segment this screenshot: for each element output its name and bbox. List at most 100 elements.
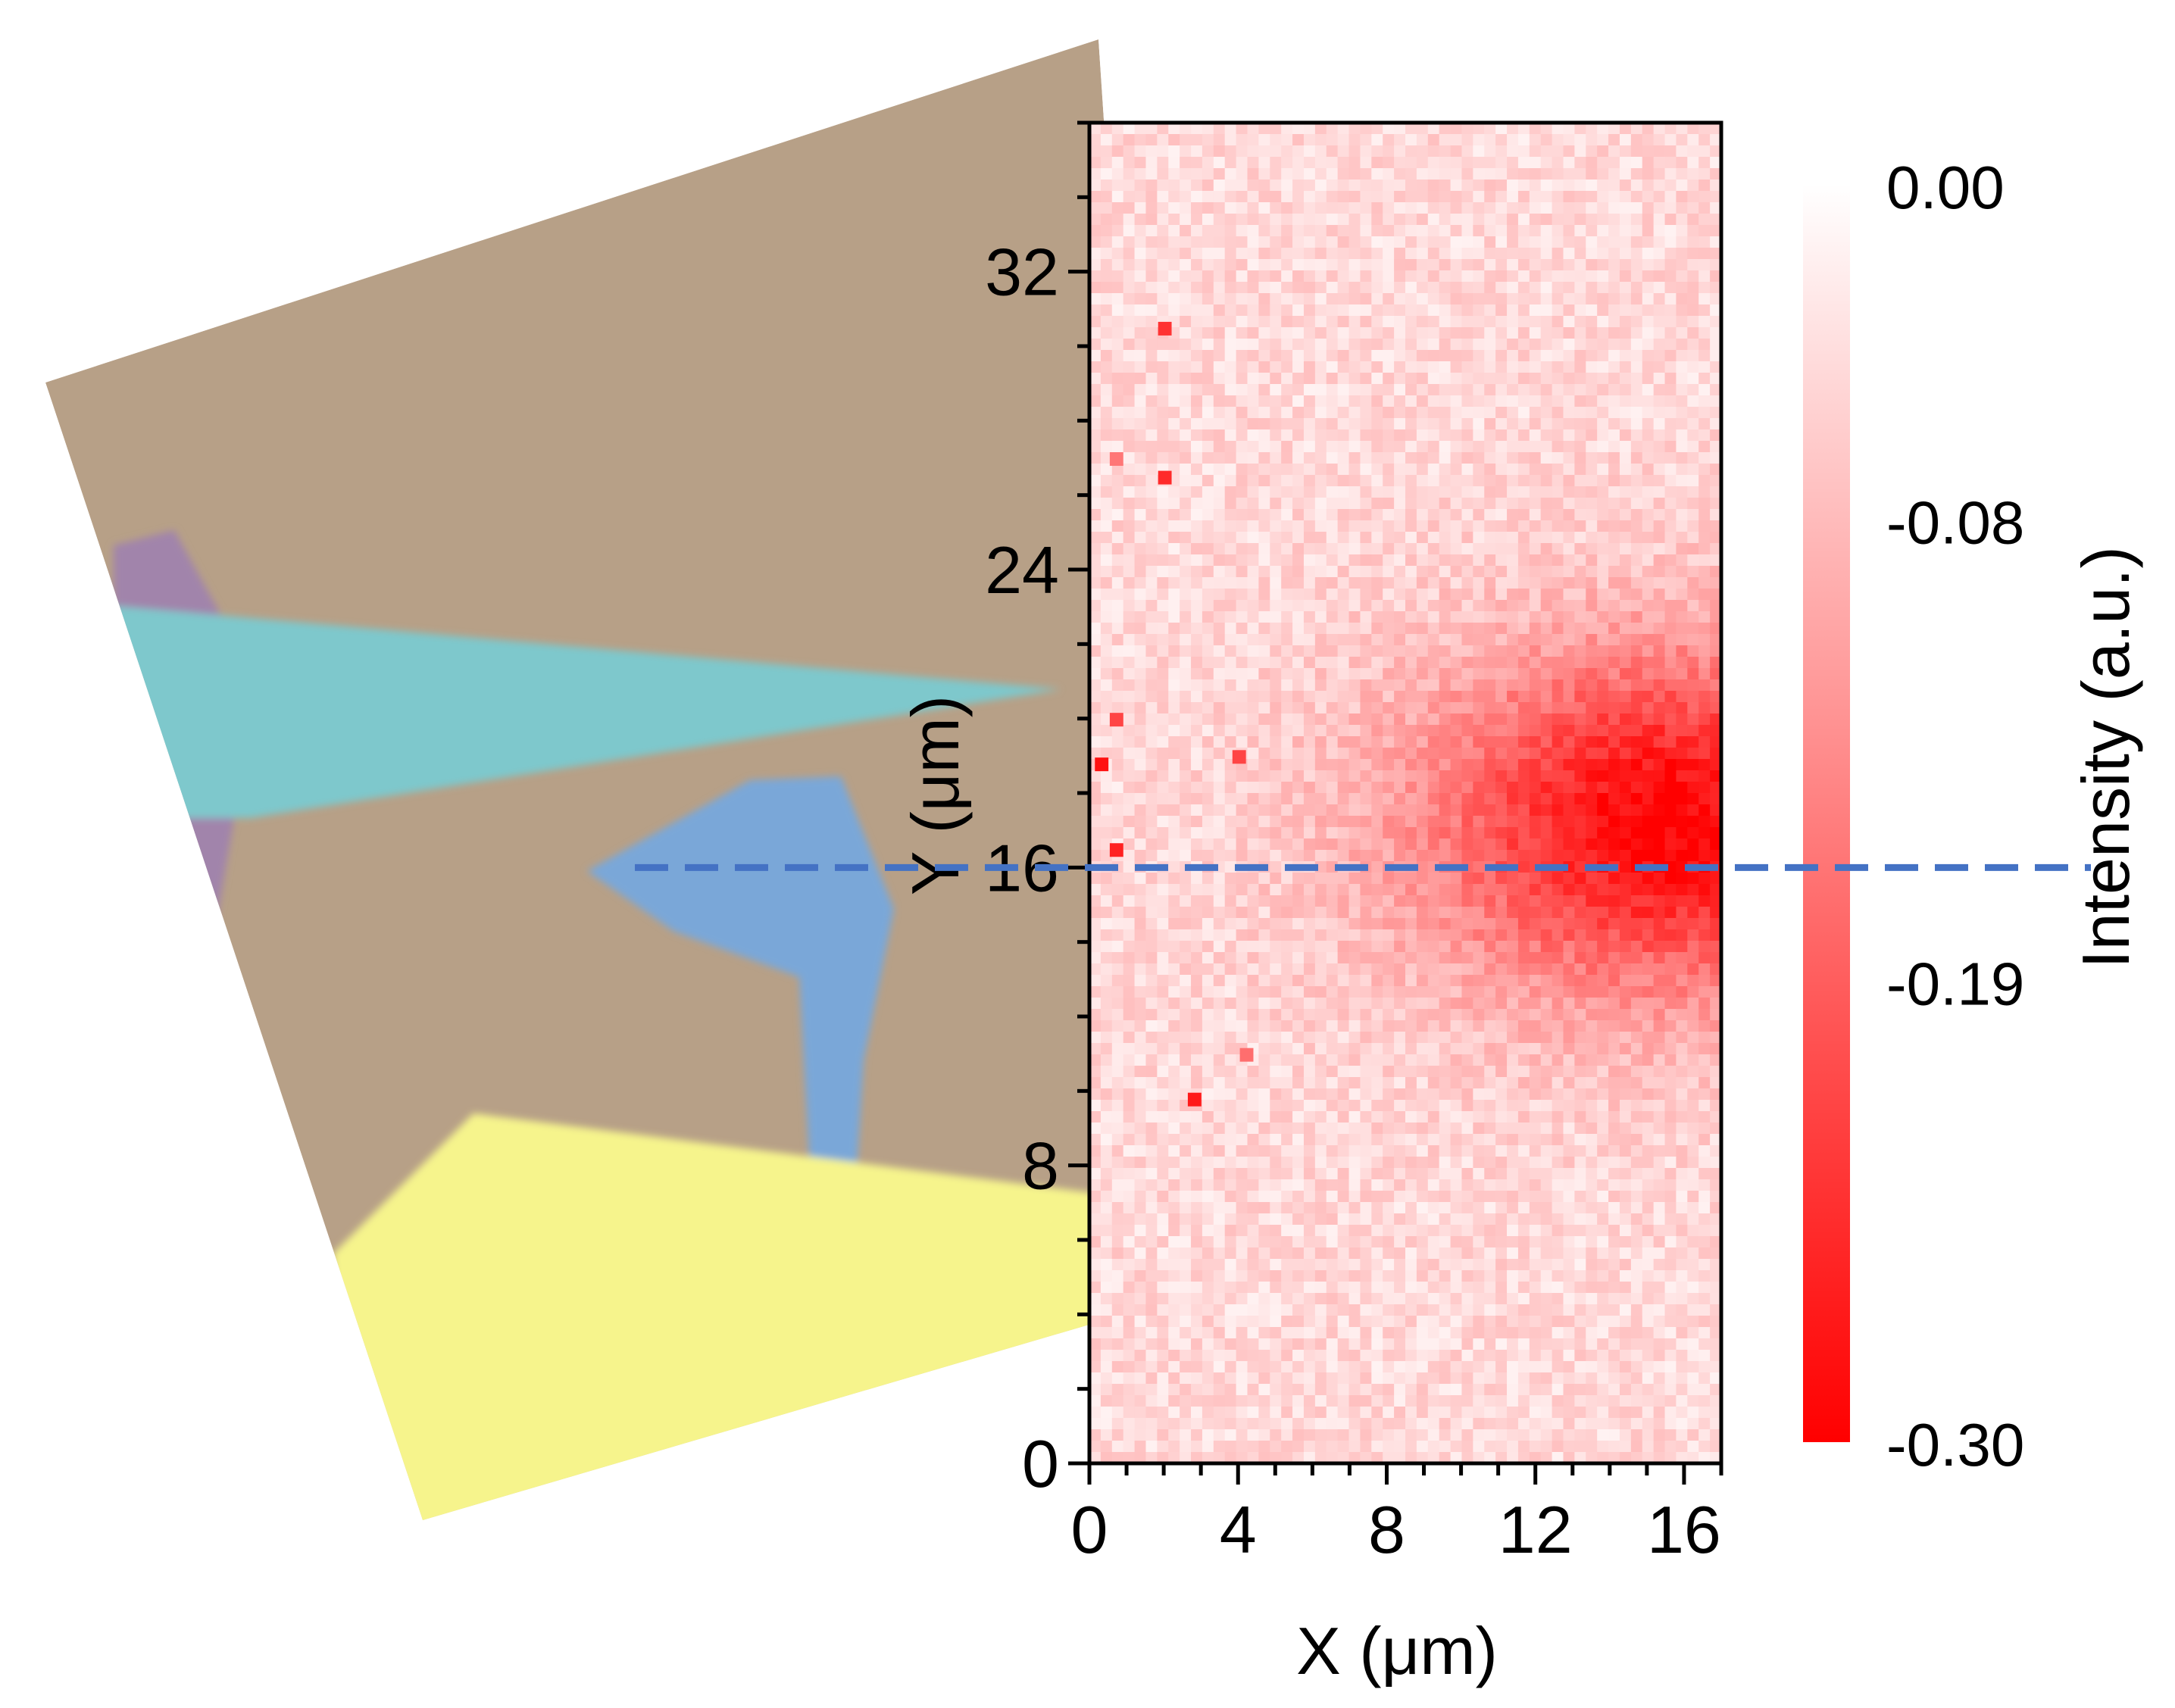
heatmap-cell [1326, 1043, 1339, 1055]
heatmap-cell [1247, 157, 1259, 169]
heatmap-cell [1563, 941, 1575, 953]
heatmap-cell [1236, 566, 1248, 578]
heatmap-cell [1687, 600, 1699, 612]
heatmap-cell [1383, 520, 1395, 532]
heatmap-cell [1202, 929, 1214, 941]
heatmap-cell [1619, 157, 1632, 169]
heatmap-cell [1630, 293, 1643, 305]
heatmap-cell [1574, 236, 1586, 248]
heatmap-cell [1168, 361, 1180, 373]
heatmap-cell [1270, 395, 1282, 407]
heatmap-cell [1191, 418, 1203, 430]
heatmap-cell [1292, 236, 1305, 248]
heatmap-cell [1123, 793, 1136, 805]
heatmap-cell [1089, 429, 1102, 442]
heatmap-cell [1507, 282, 1519, 294]
heatmap-cell [1360, 145, 1372, 158]
heatmap-cell [1314, 157, 1327, 169]
heatmap-cell [1642, 441, 1655, 453]
heatmap-cell [1507, 191, 1519, 203]
heatmap-cell [1134, 429, 1147, 442]
heatmap-cell [1270, 304, 1282, 317]
heatmap-cell [1236, 373, 1248, 385]
heatmap-cell [1540, 884, 1553, 896]
heatmap-cell [1687, 941, 1699, 953]
heatmap-cell [1608, 1111, 1620, 1123]
heatmap-cell [1484, 1111, 1496, 1123]
heatmap-cell [1191, 293, 1203, 305]
heatmap-cell [1461, 1032, 1473, 1044]
heatmap-cell [1664, 668, 1677, 680]
heatmap-cell [1360, 407, 1372, 419]
heatmap-cell [1507, 929, 1519, 941]
heatmap-cell [1224, 464, 1237, 476]
heatmap-cell [1157, 838, 1169, 851]
heatmap-cell [1314, 554, 1327, 567]
heatmap-cell [1574, 679, 1586, 692]
heatmap-cell [1258, 316, 1270, 328]
heatmap-cell [1461, 339, 1473, 351]
heatmap-cell [1111, 1054, 1124, 1066]
heatmap-cell [1224, 941, 1237, 953]
heatmap-cell [1191, 202, 1203, 214]
heatmap-cell [1123, 429, 1136, 442]
heatmap-cell [1123, 1066, 1136, 1078]
heatmap-cell [1303, 486, 1316, 498]
heatmap-cell [1597, 350, 1609, 362]
heatmap-cell [1586, 1009, 1598, 1021]
heatmap-cell [1337, 941, 1350, 953]
heatmap-cell [1326, 623, 1339, 635]
heatmap-cell [1586, 554, 1598, 567]
heatmap-cell [1676, 225, 1688, 237]
heatmap-cell [1405, 304, 1417, 317]
heatmap-cell [1348, 168, 1361, 180]
heatmap-cell [1439, 384, 1452, 396]
heatmap-cell [1394, 929, 1406, 941]
heatmap-cell [1224, 554, 1237, 567]
heatmap-cell [1224, 429, 1237, 442]
heatmap-cell [1247, 361, 1259, 373]
heatmap-cell [1495, 691, 1508, 703]
heatmap-cell [1597, 702, 1609, 714]
heatmap-cell [1180, 248, 1192, 260]
heatmap-cell [1123, 998, 1136, 1010]
heatmap-cell [1552, 623, 1564, 635]
heatmap-cell [1473, 827, 1485, 839]
heatmap-cell [1529, 1032, 1542, 1044]
heatmap-cell [1089, 225, 1102, 237]
heatmap-cell [1326, 168, 1339, 180]
heatmap-cell [1292, 736, 1305, 748]
heatmap-cell [1507, 373, 1519, 385]
heatmap-cell [1157, 1009, 1169, 1021]
heatmap-cell [1191, 384, 1203, 396]
heatmap-cell [1574, 623, 1586, 635]
heatmap-cell [1473, 861, 1485, 873]
heatmap-cell [1574, 145, 1586, 158]
heatmap-cell [1100, 1111, 1113, 1123]
heatmap-cell [1089, 520, 1102, 532]
heatmap-cell [1314, 975, 1327, 987]
heatmap-cell [1630, 202, 1643, 214]
heatmap-cell [1540, 452, 1553, 464]
heatmap-cell [1653, 259, 1666, 271]
heatmap-cell [1123, 850, 1136, 862]
heatmap-cell [1473, 725, 1485, 737]
heatmap-cell [1473, 566, 1485, 578]
heatmap-cell [1371, 327, 1383, 339]
heatmap-cell [1563, 339, 1575, 351]
heatmap-cell [1698, 270, 1711, 283]
heatmap-cell [1326, 1054, 1339, 1066]
heatmap-cell [1664, 907, 1677, 919]
heatmap-cell [1224, 373, 1237, 385]
heatmap-cell [1337, 407, 1350, 419]
heatmap-cell [1145, 157, 1158, 169]
heatmap-cell [1642, 748, 1655, 760]
heatmap-cell [1326, 429, 1339, 442]
heatmap-cell [1698, 123, 1711, 135]
heatmap-cell [1247, 736, 1259, 748]
heatmap-cell [1710, 180, 1722, 192]
heatmap-cell [1619, 191, 1632, 203]
heatmap-cell [1191, 998, 1203, 1010]
heatmap-cell [1676, 316, 1688, 328]
heatmap-cell [1597, 634, 1609, 646]
